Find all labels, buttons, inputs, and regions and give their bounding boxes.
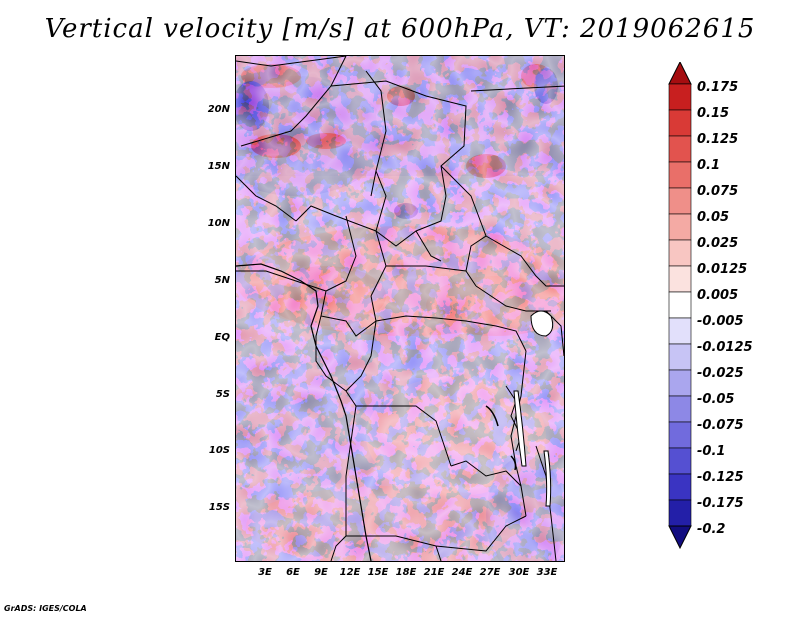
colorbar-label-neg0.2: -0.2: [697, 522, 726, 537]
plot-title: Vertical velocity [m/s] at 600hPa, VT: 2…: [44, 14, 756, 44]
colorbar-label-neg0.125: -0.125: [697, 470, 744, 485]
colorbar-segment: [668, 265, 692, 293]
colorbar-segment: [668, 395, 692, 423]
country-borders: [236, 56, 564, 561]
coastline: [236, 263, 372, 561]
lake-malawi: [543, 450, 552, 507]
colorbar-label-0.0125: 0.0125: [697, 262, 748, 277]
vertical-velocity-map: [235, 55, 565, 562]
lake-victoria: [530, 310, 554, 337]
lon-label-9e: 9E: [314, 567, 328, 578]
colorbar-segment: [668, 239, 692, 267]
lon-label-18e: 18E: [395, 567, 417, 578]
colorbar-segment: [668, 83, 692, 111]
map-canvas: [236, 56, 564, 561]
colorbar-label-neg0.175: -0.175: [697, 496, 744, 511]
lon-label-3e: 3E: [258, 567, 272, 578]
colorbar-top-triangle: [668, 62, 692, 85]
lon-label-6e: 6E: [286, 567, 300, 578]
lon-label-33e: 33E: [536, 567, 558, 578]
colorbar-segment: [668, 421, 692, 449]
lat-label-15s: 15S: [208, 502, 230, 513]
colorbar-segment: [668, 109, 692, 137]
colorbar-segment: [668, 135, 692, 163]
colorbar-segment: [668, 317, 692, 345]
lon-label-27e: 27E: [479, 567, 501, 578]
colorbar-label-0.175: 0.175: [697, 80, 739, 95]
colorbar-label-0.075: 0.075: [697, 184, 739, 199]
grads-credit: GrADS: IGES/COLA: [4, 604, 87, 613]
colorbar-segment: [668, 473, 692, 501]
lat-label-10n: 10N: [207, 218, 230, 229]
lat-label-eq: EQ: [214, 332, 230, 343]
colorbar-segment: [668, 291, 692, 319]
colorbar-segment: [668, 499, 692, 527]
colorbar-segment: [668, 187, 692, 215]
lat-label-5s: 5S: [215, 389, 230, 400]
colorbar-bottom-triangle: [668, 525, 692, 550]
lat-label-15n: 15N: [207, 161, 230, 172]
lon-label-12e: 12E: [339, 567, 361, 578]
colorbar-label-0.15: 0.15: [697, 106, 730, 121]
colorbar-segment: [668, 369, 692, 397]
colorbar-label-0.125: 0.125: [697, 132, 739, 147]
lake-tanganyika: [513, 390, 527, 467]
colorbar-label-neg0.075: -0.075: [697, 418, 744, 433]
colorbar-label-0.05: 0.05: [697, 210, 730, 225]
colorbar-label-0.025: 0.025: [697, 236, 739, 251]
colorbar-label-neg0.025: -0.025: [697, 366, 744, 381]
colorbar-label-neg0.05: -0.05: [697, 392, 735, 407]
colorbar-label-0.005: 0.005: [697, 288, 739, 303]
lat-label-20n: 20N: [207, 104, 230, 115]
lon-label-15e: 15E: [367, 567, 389, 578]
lat-label-10s: 10S: [208, 445, 230, 456]
colorbar-label-neg0.005: -0.005: [697, 314, 744, 329]
colorbar-segment: [668, 161, 692, 189]
colorbar-segment: [668, 447, 692, 475]
colorbar-label-0.1: 0.1: [697, 158, 721, 173]
lon-label-30e: 30E: [508, 567, 530, 578]
colorbar-segment: [668, 213, 692, 241]
colorbar: [668, 62, 692, 550]
lat-label-5n: 5N: [214, 275, 230, 286]
colorbar-label-neg0.0125: -0.0125: [697, 340, 753, 355]
lon-label-21e: 21E: [423, 567, 445, 578]
colorbar-segment: [668, 343, 692, 371]
colorbar-label-neg0.1: -0.1: [697, 444, 726, 459]
lon-label-24e: 24E: [451, 567, 473, 578]
